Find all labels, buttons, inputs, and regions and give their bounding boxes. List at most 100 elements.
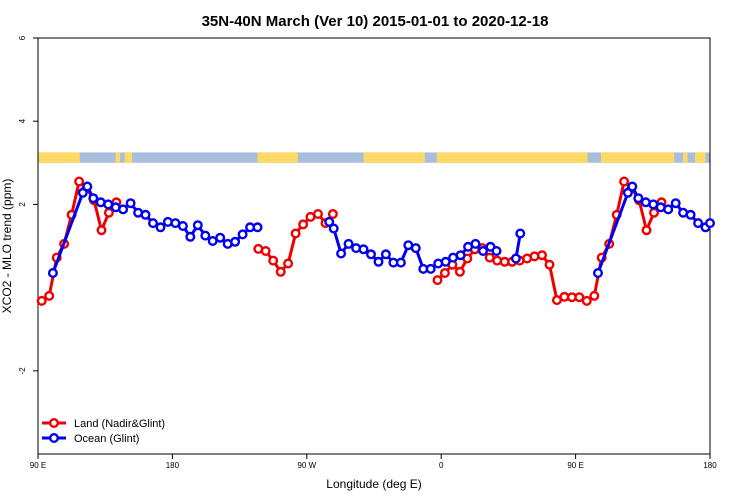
data-point — [470, 238, 481, 249]
data-point — [147, 218, 158, 229]
x-tick-label: 90 E — [567, 461, 583, 470]
legend: Land (Nadir&Glint) Ocean (Glint) — [42, 418, 165, 445]
land-strip-segment — [257, 152, 298, 163]
data-point — [537, 250, 548, 261]
data-point — [77, 187, 88, 198]
data-point — [260, 245, 271, 256]
x-tick-label: 0 — [439, 461, 444, 470]
y-tick-label: 4 — [18, 118, 27, 123]
data-point — [252, 222, 263, 233]
data-point — [88, 193, 99, 204]
data-point — [230, 236, 241, 247]
data-point — [574, 292, 585, 303]
land-strip-segment — [124, 152, 133, 163]
data-point — [515, 228, 526, 239]
data-point — [358, 244, 369, 255]
data-point — [510, 253, 521, 264]
data-point — [74, 176, 85, 187]
series-ocean — [47, 181, 716, 279]
data-point — [290, 228, 301, 239]
data-point — [627, 181, 638, 192]
data-point — [298, 219, 309, 230]
data-point — [268, 255, 279, 266]
data-point — [395, 257, 406, 268]
y-tick-label: -2 — [18, 367, 27, 375]
x-tick-label: 90 W — [297, 461, 316, 470]
land-strip-segment — [600, 152, 675, 163]
data-point — [336, 248, 347, 259]
data-point — [324, 216, 335, 227]
series-line-segment — [51, 185, 258, 274]
land-strip-segment — [683, 152, 688, 163]
legend-label: Land (Nadir&Glint) — [74, 418, 165, 430]
data-point — [581, 295, 592, 306]
data-point — [44, 290, 55, 301]
data-point — [185, 231, 196, 242]
data-point — [327, 208, 338, 219]
chart-title: 35N-40N March (Ver 10) 2015-01-01 to 202… — [202, 13, 549, 30]
land-strip-segment — [115, 152, 121, 163]
land-strip-segment — [38, 152, 80, 163]
x-axis-label: Longitude (deg E) — [326, 477, 421, 491]
land-ocean-strip — [38, 152, 710, 163]
data-point — [491, 245, 502, 256]
legend-marker — [49, 433, 60, 444]
data-point — [425, 263, 436, 274]
x-tick-label: 90 E — [30, 461, 46, 470]
plot-area-frame — [37, 37, 711, 455]
data-point — [313, 208, 324, 219]
data-point — [215, 232, 226, 243]
data-point — [118, 204, 129, 215]
data-point — [633, 193, 644, 204]
data-point — [373, 256, 384, 267]
legend-marker — [49, 418, 60, 429]
data-point — [283, 258, 294, 269]
data-point — [544, 259, 555, 270]
data-point — [432, 275, 443, 286]
land-strip-segment — [695, 152, 706, 163]
land-strip-segment — [363, 152, 425, 163]
data-point — [380, 249, 391, 260]
x-tick-label: 180 — [166, 461, 180, 470]
data-point — [343, 238, 354, 249]
data-point — [670, 198, 681, 209]
data-point — [478, 245, 489, 256]
data-point — [641, 225, 652, 236]
y-tick-label: 2 — [18, 202, 27, 207]
data-point — [36, 295, 47, 306]
x-tick-label: 180 — [703, 461, 717, 470]
data-point — [192, 220, 203, 231]
axes: 90 E 180 90 W 0 90 E 180 -2 2 4 6 — [18, 35, 717, 470]
data-point — [454, 266, 465, 277]
data-point — [96, 225, 107, 236]
data-point — [177, 220, 188, 231]
data-point — [410, 243, 421, 254]
data-point — [47, 268, 58, 279]
data-point — [685, 209, 696, 220]
data-point — [125, 198, 136, 209]
data-point — [593, 268, 604, 279]
data-point — [328, 223, 339, 234]
data-point — [155, 222, 166, 233]
data-point — [622, 187, 633, 198]
data-point — [439, 268, 450, 279]
data-point — [440, 256, 451, 267]
data-point — [589, 290, 600, 301]
data-point — [82, 181, 93, 192]
series-line-segment — [436, 180, 663, 303]
legend-label: Ocean (Glint) — [74, 433, 139, 445]
data-point — [619, 176, 630, 187]
data-point — [237, 229, 248, 240]
data-point — [663, 204, 674, 215]
y-axis-label: XCO2 - MLO trend (ppm) — [0, 179, 14, 314]
data-point — [366, 249, 377, 260]
data-point — [693, 218, 704, 229]
data-point — [705, 218, 716, 229]
data-point — [200, 230, 211, 241]
data-point — [455, 250, 466, 261]
data-point — [140, 209, 151, 220]
series-group — [36, 176, 716, 306]
y-tick-label: 6 — [18, 35, 27, 40]
data-point — [275, 266, 286, 277]
